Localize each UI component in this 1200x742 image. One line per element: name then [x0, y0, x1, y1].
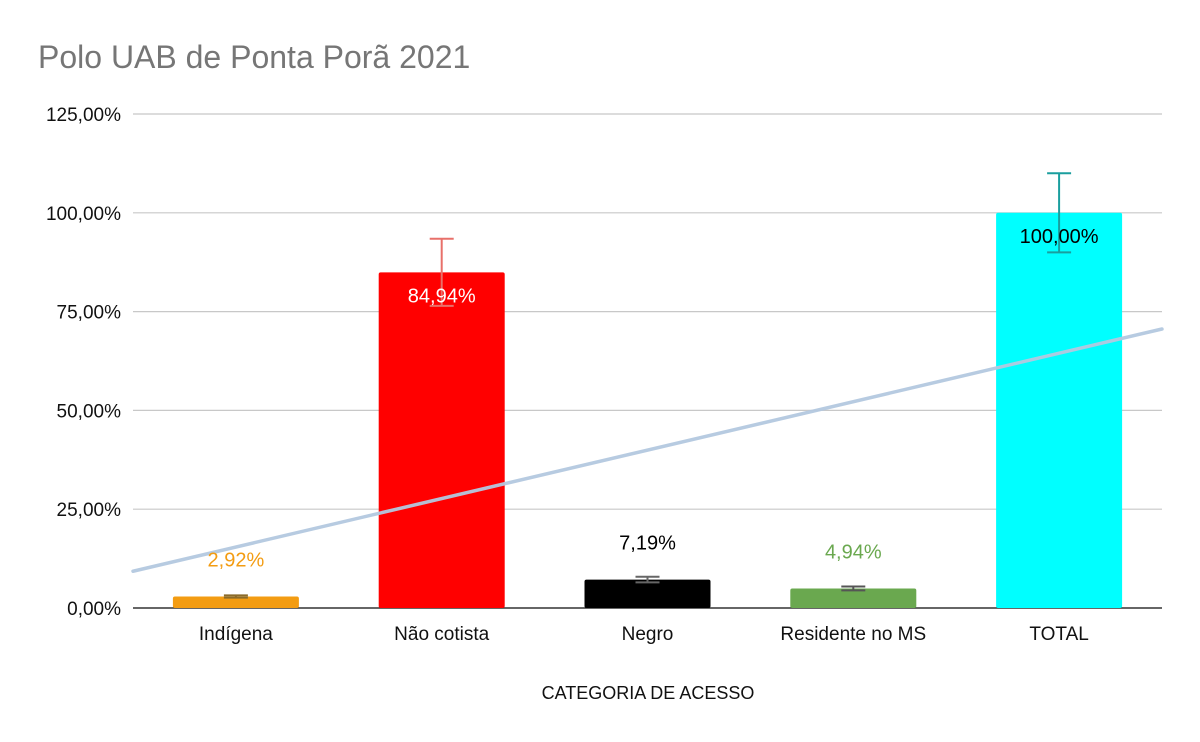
- x-axis-ticks: Indígena Não cotista Negro Residente no MS T…: [199, 624, 1089, 645]
- bar-3: [790, 588, 917, 608]
- y-tick-label: 100,00%: [46, 204, 121, 225]
- bars: [172, 212, 1123, 609]
- bar-1: [378, 272, 505, 608]
- bar-0: [172, 596, 299, 608]
- x-tick-label: Indígena: [199, 624, 273, 645]
- y-tick-label: 25,00%: [57, 500, 122, 521]
- error-bar-2: [635, 575, 660, 584]
- y-axis-ticks: 0,00% 25,00% 50,00% 75,00% 100,00% 125,00%: [46, 105, 121, 620]
- data-labels: 2,92% 84,94% 7,19% 4,94% 100,00%: [208, 226, 1099, 572]
- gridlines: [133, 113, 1162, 609]
- data-label-2: 7,19%: [619, 533, 676, 555]
- bar-4: [996, 212, 1123, 609]
- bar-2: [584, 579, 711, 608]
- data-label-4: 100,00%: [1020, 226, 1099, 248]
- trendline-group: [131, 327, 1164, 573]
- x-tick-label: TOTAL: [1029, 624, 1088, 645]
- error-bars: [223, 172, 1072, 599]
- chart-title: Polo UAB de Ponta Porã 2021: [38, 39, 470, 75]
- x-axis-label: CATEGORIA DE ACESSO: [542, 683, 755, 703]
- y-tick-label: 75,00%: [57, 303, 122, 324]
- error-bar-1: [429, 237, 454, 307]
- data-label-1: 84,94%: [408, 285, 476, 307]
- y-tick-label: 50,00%: [57, 401, 122, 422]
- y-tick-label: 125,00%: [46, 105, 121, 126]
- error-bar-4: [1047, 172, 1072, 254]
- trendline: [131, 327, 1164, 573]
- data-label-3: 4,94%: [825, 541, 882, 563]
- x-tick-label: Residente no MS: [780, 624, 926, 645]
- error-bar-0: [223, 594, 248, 599]
- data-label-0: 2,92%: [208, 549, 265, 571]
- x-tick-label: Negro: [622, 624, 674, 645]
- x-tick-label: Não cotista: [394, 624, 489, 645]
- y-tick-label: 0,00%: [67, 599, 121, 620]
- error-bar-3: [841, 585, 866, 592]
